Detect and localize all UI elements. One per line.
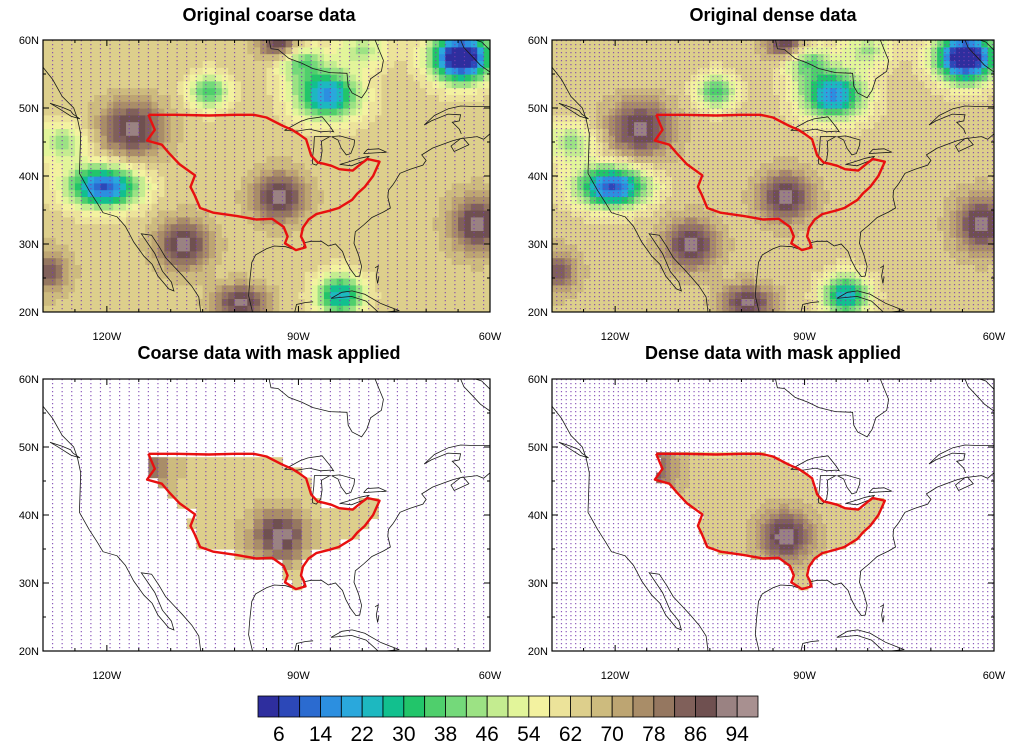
- colorbar-swatch: [382, 695, 405, 718]
- lat-tick-label: 30N: [528, 578, 548, 590]
- colorbar-swatch: [320, 695, 342, 718]
- colorbar-swatch: [465, 695, 488, 718]
- colorbar-swatch: [424, 695, 446, 718]
- lat-tick-label: 20N: [19, 307, 39, 319]
- lat-tick-label: 40N: [528, 171, 548, 183]
- lat-tick-label: 30N: [19, 578, 39, 590]
- lon-tick-label: 90W: [287, 331, 310, 343]
- basin-outline: [653, 452, 886, 591]
- lat-tick-label: 60N: [528, 35, 548, 47]
- colorbar-swatch: [486, 695, 509, 718]
- lon-tick-label: 60W: [983, 670, 1006, 682]
- lat-tick-label: 50N: [528, 442, 548, 454]
- colorbar-label: 14: [309, 723, 333, 746]
- colorbar-label: 94: [725, 723, 749, 746]
- grid-points: [556, 379, 994, 651]
- colorbar-swatch: [340, 695, 363, 718]
- colorbar-swatch: [695, 695, 717, 718]
- colorbar-label: 70: [600, 723, 623, 746]
- colorbar-swatch: [715, 695, 738, 718]
- basin-outline: [145, 452, 381, 591]
- colorbar-label: 38: [434, 723, 457, 746]
- lat-tick-label: 50N: [19, 103, 39, 115]
- colorbar-label: 22: [350, 723, 373, 746]
- lon-tick-label: 90W: [793, 331, 816, 343]
- panel-title-coarse-mask: Coarse data with mask applied: [137, 343, 401, 363]
- colorbar-label: 6: [273, 723, 285, 746]
- lat-tick-label: 50N: [19, 442, 39, 454]
- lat-tick-label: 40N: [19, 171, 39, 183]
- lon-tick-label: 90W: [793, 670, 816, 682]
- lon-tick-label: 120W: [601, 670, 630, 682]
- colorbar-swatch: [445, 695, 467, 718]
- lon-tick-label: 60W: [983, 331, 1006, 343]
- colorbar-swatch: [674, 695, 696, 718]
- lon-tick-label: 90W: [287, 670, 310, 682]
- colorbar-label: 62: [559, 723, 582, 746]
- colorbar-swatch: [570, 695, 592, 718]
- basin-outline: [653, 113, 886, 252]
- panel-title-coarse: Original coarse data: [182, 5, 356, 25]
- colorbar-swatch: [507, 695, 530, 718]
- colorbar-label: 46: [475, 723, 498, 746]
- lat-tick-label: 60N: [19, 374, 39, 386]
- map-panel-dense: 120W 90W 60W 20N 30N 40N 50N 60N: [528, 35, 1006, 343]
- colorbar-swatch: [736, 695, 759, 718]
- colorbar-swatch: [403, 695, 426, 718]
- colorbar-label: 54: [517, 723, 541, 746]
- lat-tick-label: 30N: [528, 239, 548, 251]
- map-panel-coarse-mask: 120W 90W 60W 20N 30N 40N 50N 60N: [19, 374, 502, 682]
- colorbar-swatch: [257, 695, 280, 718]
- colorbar-label: 78: [642, 723, 665, 746]
- colorbar-swatch: [361, 695, 384, 718]
- lat-tick-label: 40N: [528, 510, 548, 522]
- grid-points: [51, 379, 485, 651]
- colorbar-swatch: [299, 695, 321, 718]
- lon-tick-label: 60W: [479, 670, 502, 682]
- lat-tick-label: 20N: [19, 646, 39, 658]
- lat-tick-label: 20N: [528, 646, 548, 658]
- colorbar-swatch: [590, 695, 613, 718]
- colorbar-swatch: [549, 695, 571, 718]
- colorbar-label: 30: [392, 723, 415, 746]
- shaded-field: [148, 457, 379, 591]
- colorbar: 6 14 22 30 38 46 54 62 70 78 86 94: [257, 695, 759, 746]
- panel-title-dense: Original dense data: [689, 5, 857, 25]
- lon-tick-label: 120W: [92, 331, 121, 343]
- lat-tick-label: 60N: [528, 374, 548, 386]
- lat-tick-label: 50N: [528, 103, 548, 115]
- colorbar-swatch: [611, 695, 634, 718]
- lat-tick-label: 40N: [19, 510, 39, 522]
- colorbar-swatch: [528, 695, 551, 718]
- colorbar-swatch: [278, 695, 301, 718]
- colorbar-swatch: [653, 695, 676, 718]
- lon-tick-label: 60W: [479, 331, 502, 343]
- lat-tick-label: 60N: [19, 35, 39, 47]
- shaded-field: [656, 452, 885, 591]
- lon-tick-label: 120W: [92, 670, 121, 682]
- map-panel-dense-mask: 120W 90W 60W 20N 30N 40N 50N 60N: [528, 374, 1006, 682]
- colorbar-swatch: [632, 695, 655, 718]
- panel-title-dense-mask: Dense data with mask applied: [644, 343, 902, 363]
- lat-tick-label: 20N: [528, 307, 548, 319]
- grid-points: [51, 40, 485, 312]
- colorbar-label: 86: [684, 723, 707, 746]
- lon-tick-label: 120W: [601, 331, 630, 343]
- map-panel-coarse: 120W 90W 60W 20N 30N 40N 50N 60N: [19, 35, 502, 343]
- basin-outline: [145, 113, 381, 252]
- lat-tick-label: 30N: [19, 239, 39, 251]
